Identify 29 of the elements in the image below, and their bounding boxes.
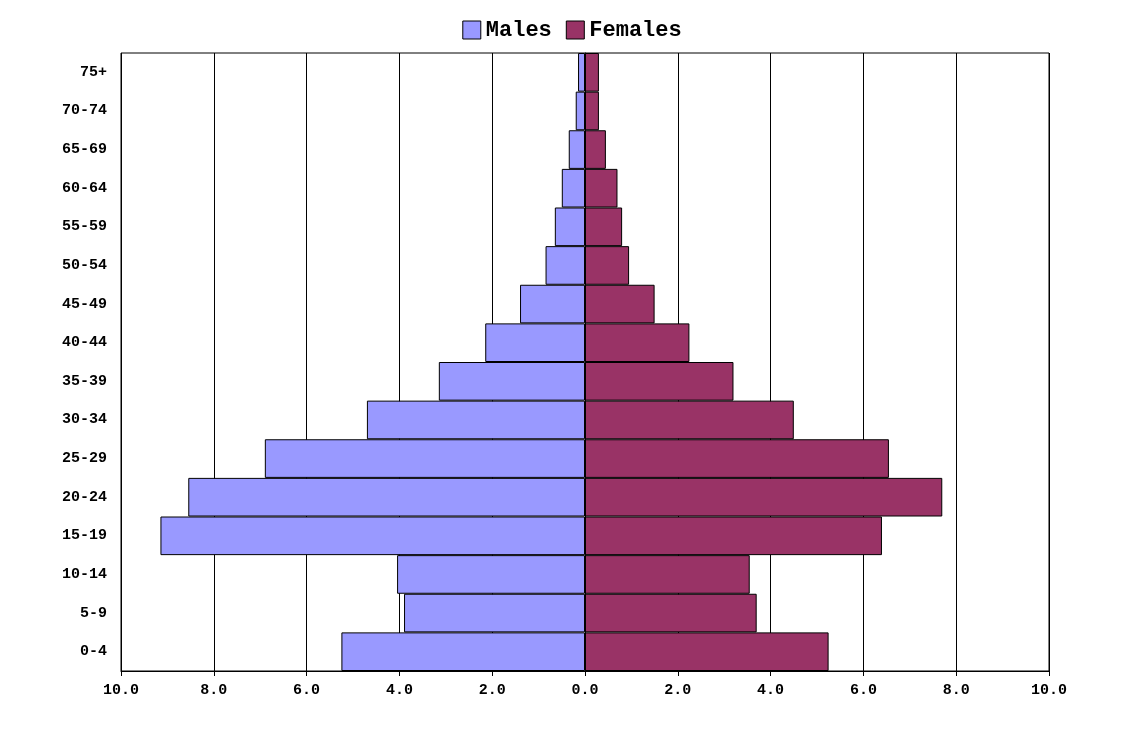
x-tick-label: 8.0 [200, 682, 228, 699]
y-tick-label: 70-74 [61, 102, 107, 120]
x-tick-label: 6.0 [293, 682, 321, 699]
x-tick-label: 4.0 [385, 682, 413, 699]
x-tick-label: 2.0 [664, 682, 692, 699]
legend-label: Females [589, 17, 682, 43]
y-tick-label: 35-39 [61, 372, 107, 390]
y-tick-label: 15-19 [61, 527, 107, 545]
y-tick-label: 65-69 [61, 141, 107, 159]
x-tick-label: 6.0 [849, 682, 877, 699]
y-tick-label: 40-44 [61, 334, 107, 352]
y-tick-label: 25-29 [61, 450, 107, 468]
y-tick-label: 10-14 [61, 565, 107, 583]
y-tick-label: 55-59 [61, 218, 107, 236]
x-tick-label: 4.0 [757, 682, 785, 699]
x-tick-label: 10.0 [1030, 682, 1068, 699]
x-tick-label: 10.0 [102, 682, 140, 699]
y-tick-label: 50-54 [61, 256, 107, 274]
y-tick-label: 20-24 [61, 488, 107, 506]
x-tick-label: 2.0 [478, 682, 506, 699]
legend-label: Males [485, 17, 552, 43]
y-tick-label: 30-34 [61, 411, 107, 429]
y-tick-label: 5-9 [79, 604, 107, 622]
y-tick-label: 60-64 [61, 179, 107, 197]
x-tick-label: 8.0 [942, 682, 970, 699]
y-tick-label: 45-49 [61, 295, 107, 313]
y-tick-label: 0-4 [79, 643, 107, 661]
y-tick-label: 75+ [79, 63, 107, 81]
x-tick-label: 0.0 [571, 682, 599, 699]
